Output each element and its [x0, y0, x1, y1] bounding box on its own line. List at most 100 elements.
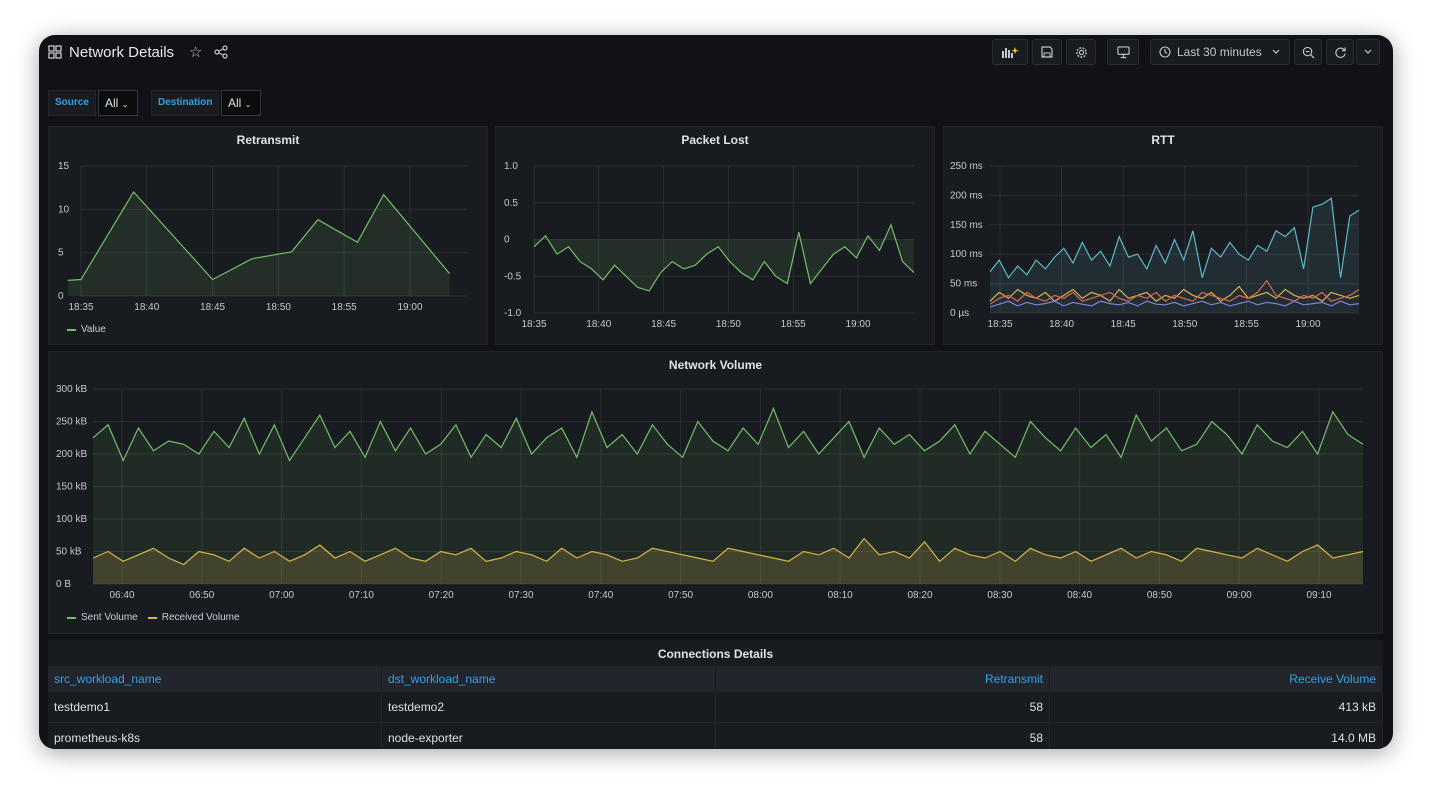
- retransmit-chart: 0 5 10 15 18:35 18:40 18:45 18:50 18:55 19:00: [58, 161, 467, 313]
- view-mode-button[interactable]: [1107, 39, 1139, 65]
- panel-title[interactable]: Connections Details: [657, 647, 774, 661]
- table-cell: testdemo2: [381, 692, 716, 723]
- destination-variable-label: Destination: [151, 90, 220, 116]
- y-tick-label: 300 kB: [56, 384, 87, 395]
- star-icon[interactable]: ☆: [189, 44, 203, 61]
- y-tick-label: 0 B: [56, 579, 71, 590]
- panel-title[interactable]: Packet Lost: [681, 133, 749, 147]
- y-tick-label: 0: [58, 291, 64, 302]
- table-row[interactable]: testdemo1 testdemo2 58 413 kB: [48, 692, 1383, 723]
- add-panel-button[interactable]: [992, 39, 1028, 65]
- x-tick-label: 18:45: [1111, 319, 1136, 330]
- series-line: [989, 279, 1360, 305]
- y-tick-label: 0: [504, 235, 510, 246]
- y-tick-label: 100 kB: [56, 514, 87, 525]
- series-area: [93, 408, 1363, 584]
- x-tick-label: 08:30: [987, 590, 1012, 601]
- monitor-icon: [1116, 45, 1130, 58]
- table-cell: node-exporter: [381, 722, 716, 749]
- y-tick-label: 150 ms: [950, 220, 983, 231]
- x-tick-label: 09:10: [1306, 590, 1331, 601]
- dashboard-grid-icon[interactable]: [48, 45, 62, 59]
- refresh-button[interactable]: [1326, 39, 1354, 65]
- table-row[interactable]: prometheus-k8s node-exporter 58 14.0 MB: [48, 722, 1383, 749]
- x-tick-label: 18:50: [266, 302, 291, 313]
- x-tick-label: 08:40: [1067, 590, 1092, 601]
- x-tick-label: 18:45: [651, 319, 676, 330]
- legend-label: Value: [81, 324, 106, 335]
- y-tick-label: 5: [58, 248, 64, 259]
- chevron-down-icon: [1364, 49, 1372, 54]
- page-title[interactable]: Network Details: [69, 44, 175, 61]
- series-line: [67, 190, 450, 281]
- clock-icon: [1159, 46, 1171, 58]
- series-line: [989, 300, 1360, 308]
- share-icon[interactable]: [214, 45, 228, 59]
- x-tick-label: 19:00: [1295, 319, 1320, 330]
- time-range-picker[interactable]: Last 30 minutes: [1150, 39, 1290, 65]
- source-variable-select[interactable]: All ⌄: [98, 90, 138, 116]
- series-line: [92, 537, 1364, 566]
- y-tick-label: 1.0: [504, 161, 518, 172]
- gear-icon: [1075, 46, 1087, 58]
- x-tick-label: 07:10: [349, 590, 374, 601]
- x-tick-label: 08:00: [748, 590, 773, 601]
- table-cell: 58: [715, 692, 1050, 723]
- chevron-down-icon: ⌄: [244, 100, 252, 109]
- y-tick-label: 50 kB: [56, 547, 82, 558]
- x-tick-label: 18:40: [586, 319, 611, 330]
- x-tick-label: 18:35: [68, 302, 93, 313]
- save-dashboard-button[interactable]: [1032, 39, 1062, 65]
- rtt-panel: RTT 0 µs 50 ms 100 ms 150 ms 200 ms 250 ms 18:…: [943, 126, 1383, 345]
- table-cell: 14.0 MB: [1049, 722, 1383, 749]
- top-bar: Network Details ☆: [39, 35, 1393, 71]
- table-cell: 413 kB: [1049, 692, 1383, 723]
- x-tick-label: 07:20: [429, 590, 454, 601]
- y-tick-label: -0.5: [504, 271, 522, 282]
- network-volume-panel: Network Volume 0 B 50 kB 100 kB 150 kB 200 k…: [48, 351, 1383, 634]
- panel-title[interactable]: Retransmit: [236, 133, 300, 147]
- packet-lost-chart: -1.0 -0.5 0 0.5 1.0 18:35 18:40 18:45 18:50 18:55…: [504, 161, 915, 330]
- x-tick-label: 08:20: [907, 590, 932, 601]
- destination-variable-select[interactable]: All ⌄: [221, 90, 261, 116]
- column-header[interactable]: Retransmit: [715, 666, 1050, 692]
- connections-panel: Connections Details src_workload_name ds…: [48, 640, 1383, 749]
- y-tick-label: 10: [58, 204, 70, 215]
- x-tick-label: 19:00: [397, 302, 422, 313]
- panel-title[interactable]: Network Volume: [668, 358, 763, 372]
- x-tick-label: 18:55: [1234, 319, 1259, 330]
- zoom-out-button[interactable]: [1294, 39, 1322, 65]
- chart-legend[interactable]: Value: [67, 324, 106, 335]
- x-tick-label: 18:55: [332, 302, 357, 313]
- x-tick-label: 07:30: [508, 590, 533, 601]
- panel-title[interactable]: RTT: [1151, 133, 1175, 147]
- y-tick-label: 250 ms: [950, 161, 983, 172]
- x-tick-label: 18:35: [521, 319, 546, 330]
- chevron-down-icon: [1272, 49, 1280, 54]
- series-area: [534, 224, 914, 291]
- chart-legend: Sent Volume Received Volume: [67, 612, 240, 623]
- add-panel-icon: [1002, 47, 1019, 58]
- retransmit-panel: Retransmit 0 5 10 15 18:35 18:40 18:45 18:50 18:…: [48, 126, 488, 345]
- x-tick-label: 18:50: [1172, 319, 1197, 330]
- source-variable-label: Source: [48, 90, 96, 116]
- legend-label[interactable]: Received Volume: [161, 612, 240, 623]
- zoom-out-icon: [1302, 46, 1314, 58]
- x-tick-label: 07:00: [269, 590, 294, 601]
- series-line: [989, 285, 1360, 302]
- column-header[interactable]: Receive Volume: [1049, 666, 1383, 692]
- refresh-interval-button[interactable]: [1356, 39, 1380, 65]
- x-tick-label: 08:50: [1147, 590, 1172, 601]
- y-tick-label: 50 ms: [950, 279, 977, 290]
- packet-lost-panel: Packet Lost -1.0 -0.5 0 0.5 1.0 18:35 18:40 18:…: [495, 126, 935, 345]
- source-variable-value: All: [105, 96, 119, 110]
- column-header[interactable]: dst_workload_name: [381, 666, 716, 692]
- series-line: [92, 406, 1364, 462]
- settings-button[interactable]: [1066, 39, 1096, 65]
- legend-label[interactable]: Sent Volume: [81, 612, 138, 623]
- column-header[interactable]: src_workload_name: [48, 666, 382, 692]
- x-tick-label: 18:35: [987, 319, 1012, 330]
- legend-swatch: [67, 616, 76, 619]
- table-header-row: src_workload_name dst_workload_name Retr…: [48, 666, 1383, 692]
- table-cell: prometheus-k8s: [48, 722, 382, 749]
